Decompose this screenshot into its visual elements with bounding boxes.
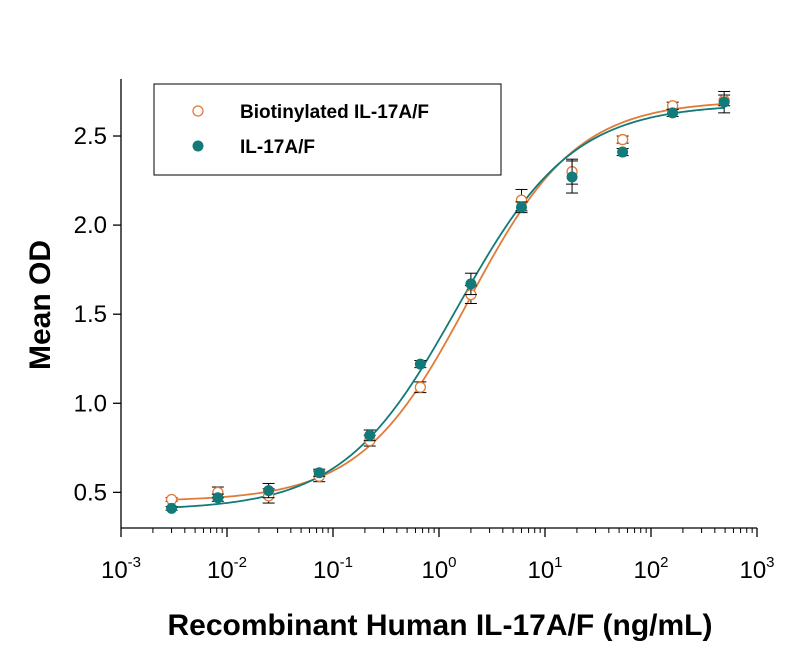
data-point [616, 146, 629, 158]
y-axis-title: Mean OD [24, 240, 57, 370]
y-tick-label: 0.5 [74, 479, 107, 506]
data-point [414, 381, 427, 394]
data-point [363, 429, 376, 442]
data-point [165, 502, 178, 514]
marker-filled-circle [718, 96, 730, 108]
marker-filled-circle [166, 502, 178, 514]
y-tick-label: 1.0 [74, 390, 107, 417]
marker-filled-circle [465, 278, 477, 290]
x-tick-label: 102 [633, 554, 668, 584]
x-tick-label: 103 [739, 554, 774, 584]
marker-filled-circle [515, 201, 527, 213]
x-tick-label: 10-3 [101, 554, 141, 584]
legend-box [153, 83, 502, 176]
legend: Biotinylated IL-17A/F IL-17A/F [153, 83, 502, 176]
data-point [718, 90, 731, 114]
x-tick-label: 10-1 [313, 554, 353, 584]
x-tick-label: 10-2 [207, 554, 247, 584]
y-tick-label: 2.0 [74, 212, 107, 239]
legend-marker-filled [192, 140, 204, 152]
legend-marker-open [192, 105, 204, 117]
y-tick-label: 1.5 [74, 301, 107, 328]
data-point [211, 492, 224, 504]
marker-filled-circle [263, 485, 275, 497]
legend-item: IL-17A/F [192, 137, 315, 158]
data-point [666, 107, 679, 119]
data-point [464, 272, 477, 296]
marker-open-circle [616, 133, 629, 146]
x-tick-label: 100 [421, 554, 456, 584]
data-points [165, 90, 731, 514]
y-axis-ticks: 0.5 1.0 1.5 2.0 2.5 [74, 123, 121, 506]
legend-item: Biotinylated IL-17A/F [192, 102, 429, 123]
marker-filled-circle [667, 107, 679, 119]
y-tick-label: 2.5 [74, 123, 107, 150]
data-point [262, 482, 275, 499]
x-axis-ticks: 10-3 10-2 10-1 100 101 102 103 [101, 528, 775, 584]
data-point [313, 467, 326, 479]
x-tick-label: 101 [527, 554, 562, 584]
marker-filled-circle [212, 492, 224, 504]
marker-filled-circle [364, 429, 376, 441]
legend-label: Biotinylated IL-17A/F [240, 102, 429, 123]
data-point [414, 358, 427, 370]
legend-label: IL-17A/F [240, 137, 315, 158]
marker-filled-circle [414, 358, 426, 370]
marker-filled-circle [313, 467, 325, 479]
marker-filled-circle [617, 146, 629, 158]
marker-filled-circle [566, 171, 578, 183]
data-point [515, 201, 528, 214]
data-point [616, 133, 629, 146]
marker-open-circle [414, 381, 427, 393]
data-point [566, 160, 579, 194]
x-axis-title: Recombinant Human IL-17A/F (ng/mL) [167, 609, 712, 642]
